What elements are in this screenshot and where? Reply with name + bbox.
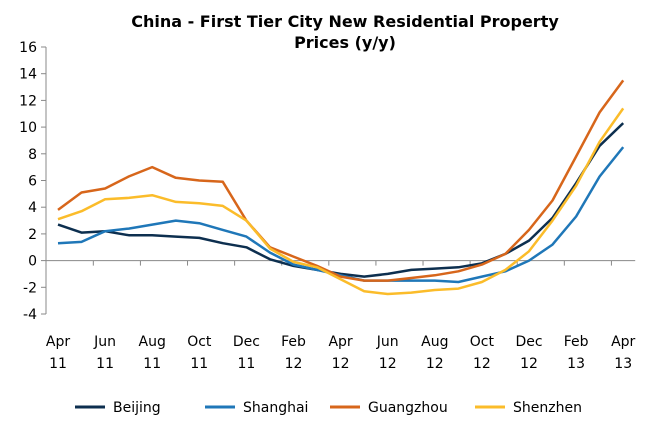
x-tick-label-month: Aug <box>139 334 166 350</box>
chart-title-line-1: China - First Tier City New Residential … <box>131 12 559 31</box>
x-tick-label-year: 12 <box>520 356 538 372</box>
x-tick-label-month: Dec <box>233 334 260 350</box>
x-tick-label-month: Feb <box>281 334 306 350</box>
x-tick-label-year: 11 <box>143 356 161 372</box>
y-tick-label: -4 <box>23 307 37 323</box>
x-tick-label-month: Aug <box>421 334 448 350</box>
x-tick-label-year: 13 <box>567 356 585 372</box>
chart-title-line-2: Prices (y/y) <box>294 33 396 52</box>
y-tick-label: 10 <box>19 120 37 136</box>
x-tick-label-month: Apr <box>611 334 635 350</box>
x-tick-label-month: Apr <box>328 334 352 350</box>
y-tick-label: 2 <box>28 227 37 243</box>
x-tick-label-year: 12 <box>285 356 303 372</box>
y-tick-label: 8 <box>28 147 37 163</box>
x-tick-label-month: Jun <box>376 334 399 350</box>
x-tick-label-year: 12 <box>332 356 350 372</box>
x-tick-label-month: Oct <box>187 334 212 350</box>
legend-label-beijing: Beijing <box>113 400 161 416</box>
series-line-shenzhen <box>57 107 625 296</box>
x-tick-label-year: 11 <box>237 356 255 372</box>
x-tick-label-year: 11 <box>190 356 208 372</box>
legend-label-guangzhou: Guangzhou <box>368 400 448 416</box>
x-tick-label-year: 11 <box>96 356 114 372</box>
x-tick-label-month: Feb <box>564 334 589 350</box>
x-tick-label-month: Dec <box>515 334 542 350</box>
x-tick-label-year: 12 <box>379 356 397 372</box>
x-tick-label-month: Apr <box>46 334 70 350</box>
y-tick-label: 0 <box>28 254 37 270</box>
series-line-shanghai <box>57 146 625 284</box>
y-tick-label: 4 <box>28 200 37 216</box>
series-line-beijing <box>57 122 625 278</box>
y-tick-label: 12 <box>19 93 37 109</box>
y-tick-label: 16 <box>19 40 37 56</box>
legend-label-shenzhen: Shenzhen <box>513 400 582 416</box>
x-tick-label-year: 13 <box>614 356 632 372</box>
y-tick-label: 6 <box>28 174 37 190</box>
y-tick-label: -2 <box>23 280 37 296</box>
x-tick-label-month: Jun <box>93 334 116 350</box>
y-tick-label: 14 <box>19 67 37 83</box>
x-tick-label-year: 12 <box>426 356 444 372</box>
legend-label-shanghai: Shanghai <box>243 400 308 416</box>
x-tick-label-month: Oct <box>470 334 495 350</box>
x-tick-label-year: 11 <box>49 356 67 372</box>
x-tick-label-year: 12 <box>473 356 491 372</box>
series-line-guangzhou <box>57 79 625 282</box>
